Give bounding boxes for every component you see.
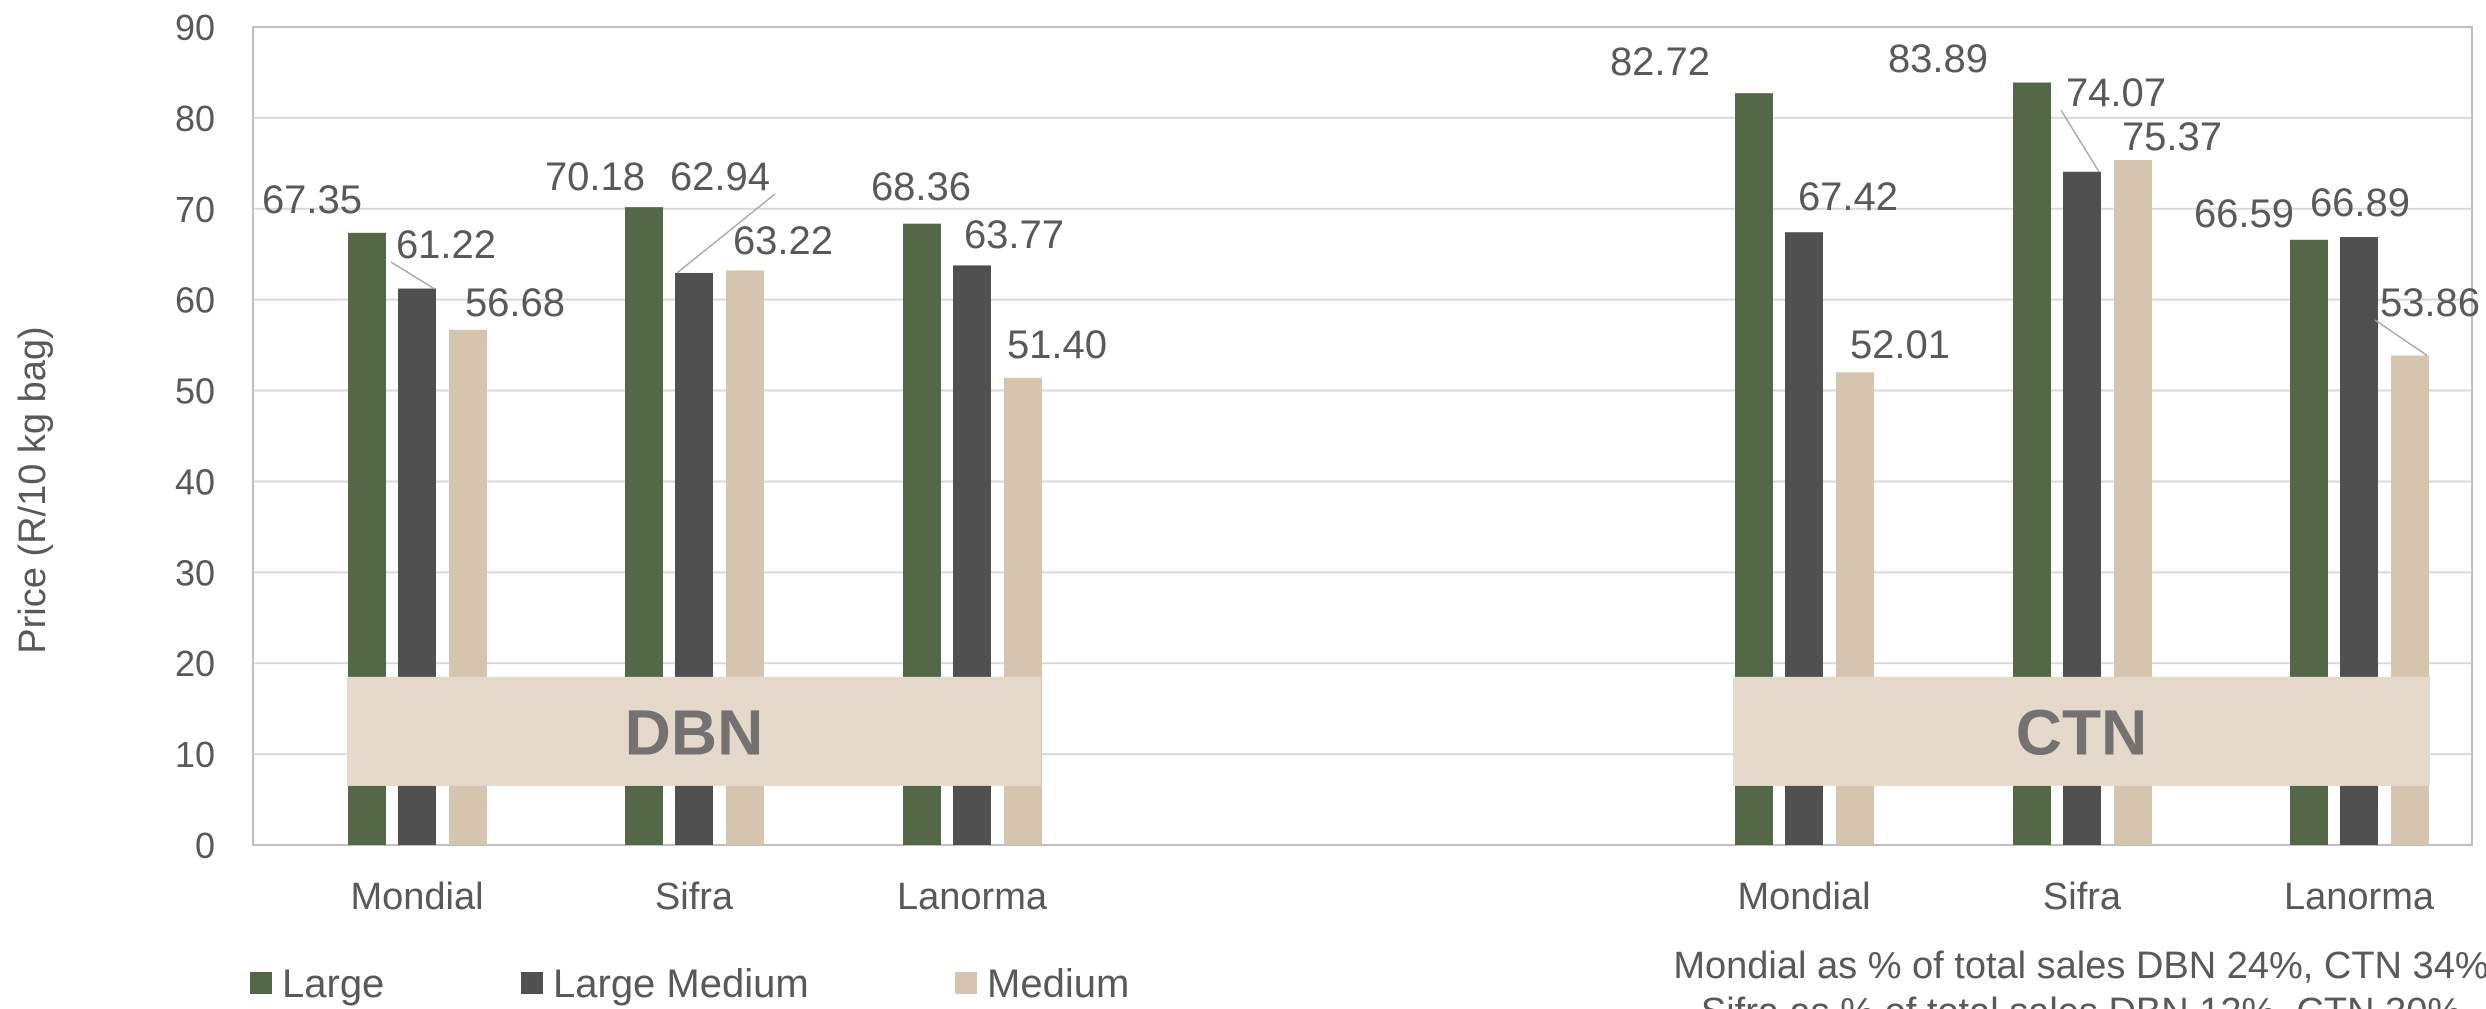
annotations: Mondial as % of total sales DBN 24%, CTN… [1673,945,2486,1009]
data-label: 62.94 [670,155,770,199]
legend-swatch [250,972,272,994]
category-label: Mondial [350,876,483,918]
data-label: 56.68 [465,281,565,325]
data-label: 63.77 [964,213,1064,257]
y-tick-label: 90 [175,7,215,48]
legend-swatch [521,972,543,994]
region-band-label: CTN [2016,696,2148,768]
y-tick-label: 60 [175,280,215,321]
legend-label: Large [282,962,384,1006]
data-label: 74.07 [2066,71,2166,115]
data-label: 67.42 [1798,175,1898,219]
region-band [347,676,1041,786]
y-tick-label: 40 [175,461,215,502]
data-label: 67.35 [262,178,362,222]
data-label: 51.40 [1007,323,1107,367]
data-label: 66.59 [2194,192,2294,236]
data-label: 83.89 [1888,37,1988,81]
leader-line [676,193,776,274]
legend: Large Large Medium Medium [250,962,1129,1006]
y-tick-label: 50 [175,371,215,412]
category-label: Lanorma [2284,876,2435,918]
category-labels: Mondial Sifra Lanorma Mondial Sifra Lanorma [350,876,2434,918]
legend-label: Medium [987,962,1129,1006]
region-bands: DBN CTN [347,676,2430,786]
leader-line [390,261,435,290]
y-tick-label: 70 [175,189,215,230]
region-band-label: DBN [625,696,764,768]
data-label: 63.22 [733,219,833,263]
y-axis-ticks: 0 10 20 30 40 50 60 70 80 90 [175,7,215,866]
data-labels: 67.35 61.22 56.68 70.18 62.94 63.22 68.3663.77… [262,37,2480,367]
data-label: 68.36 [871,165,971,209]
data-label: 52.01 [1850,323,1950,367]
data-label: 70.18 [545,155,645,199]
data-label: 66.89 [2310,181,2410,225]
y-tick-label: 30 [175,552,215,593]
category-label: Sifra [655,876,734,918]
data-label: 82.72 [1610,40,1710,84]
category-label: Sifra [2043,876,2122,918]
region-band [1733,676,2430,786]
data-label: 61.22 [396,223,496,267]
category-label: Mondial [1737,876,1870,918]
y-tick-label: 20 [175,643,215,684]
leader-line [2374,319,2428,357]
data-label: 53.86 [2380,281,2480,325]
data-label: 75.37 [2122,115,2222,159]
legend-label: Large Medium [553,962,809,1006]
y-tick-label: 80 [175,98,215,139]
annotation-text: Sifra as % of total sales DBN 12%, CTN 3… [1701,991,2461,1009]
plot-area-border [252,26,2473,846]
leader-line [2060,109,2100,173]
y-tick-label: 0 [195,825,215,866]
annotation-text: Mondial as % of total sales DBN 24%, CTN… [1673,945,2486,987]
category-label: Lanorma [897,876,1048,918]
y-tick-label: 10 [175,734,215,775]
label-leader-lines [390,109,2428,357]
y-axis-label: Price (R/10 kg bag) [12,326,54,653]
legend-swatch [955,972,977,994]
